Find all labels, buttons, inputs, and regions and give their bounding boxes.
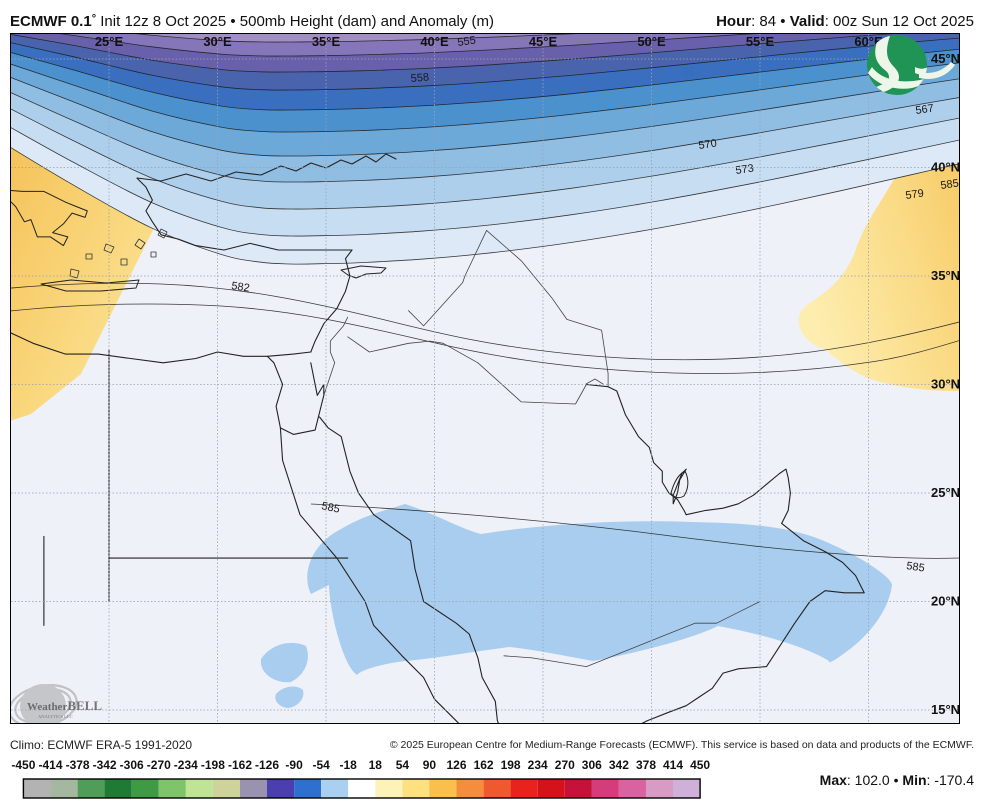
svg-text:567: 567 bbox=[915, 103, 935, 117]
svg-text:54: 54 bbox=[396, 759, 410, 772]
svg-text:-18: -18 bbox=[340, 759, 358, 772]
svg-text:234: 234 bbox=[528, 759, 548, 772]
svg-text:270: 270 bbox=[555, 759, 575, 772]
svg-text:40°E: 40°E bbox=[420, 34, 449, 49]
svg-text:WeatherBELL: WeatherBELL bbox=[27, 698, 102, 713]
svg-text:342: 342 bbox=[609, 759, 629, 772]
svg-text:25°E: 25°E bbox=[95, 34, 124, 49]
svg-text:-90: -90 bbox=[285, 759, 303, 772]
svg-text:585: 585 bbox=[940, 178, 959, 192]
svg-text:-54: -54 bbox=[313, 759, 331, 772]
svg-text:30°E: 30°E bbox=[203, 34, 232, 49]
svg-text:20°N: 20°N bbox=[931, 594, 959, 609]
svg-text:414: 414 bbox=[663, 759, 683, 772]
svg-text:40°N: 40°N bbox=[931, 160, 959, 175]
svg-text:-450: -450 bbox=[11, 759, 35, 772]
svg-text:-162: -162 bbox=[228, 759, 252, 772]
svg-text:45°N: 45°N bbox=[931, 51, 959, 66]
svg-text:198: 198 bbox=[501, 759, 521, 772]
svg-text:573: 573 bbox=[735, 163, 755, 177]
svg-text:50°E: 50°E bbox=[637, 34, 666, 49]
svg-text:582: 582 bbox=[231, 280, 251, 294]
svg-text:ANALYTICS LLC: ANALYTICS LLC bbox=[38, 714, 73, 719]
svg-text:30°N: 30°N bbox=[931, 377, 959, 392]
svg-text:450: 450 bbox=[690, 759, 710, 772]
svg-text:35°N: 35°N bbox=[931, 268, 959, 283]
svg-text:56: 56 bbox=[682, 66, 695, 79]
svg-text:378: 378 bbox=[636, 759, 656, 772]
svg-text:55°E: 55°E bbox=[746, 34, 775, 49]
svg-text:558: 558 bbox=[410, 71, 429, 85]
svg-text:35°E: 35°E bbox=[312, 34, 341, 49]
svg-text:-270: -270 bbox=[147, 759, 171, 772]
svg-text:555: 555 bbox=[457, 35, 477, 49]
svg-text:-234: -234 bbox=[174, 759, 198, 772]
svg-text:-198: -198 bbox=[201, 759, 225, 772]
svg-text:306: 306 bbox=[582, 759, 602, 772]
svg-text:-306: -306 bbox=[120, 759, 144, 772]
svg-text:90: 90 bbox=[423, 759, 437, 772]
svg-text:25°N: 25°N bbox=[931, 485, 959, 500]
svg-text:-126: -126 bbox=[255, 759, 279, 772]
svg-text:126: 126 bbox=[446, 759, 466, 772]
svg-text:585: 585 bbox=[320, 500, 340, 516]
svg-text:570: 570 bbox=[698, 138, 718, 152]
svg-text:585: 585 bbox=[906, 560, 926, 574]
svg-text:18: 18 bbox=[369, 759, 383, 772]
svg-text:45°E: 45°E bbox=[529, 34, 558, 49]
svg-text:-342: -342 bbox=[93, 759, 117, 772]
svg-text:-378: -378 bbox=[66, 759, 90, 772]
svg-text:162: 162 bbox=[474, 759, 494, 772]
svg-text:579: 579 bbox=[905, 188, 925, 202]
svg-text:-414: -414 bbox=[38, 759, 62, 772]
svg-text:15°N: 15°N bbox=[931, 702, 959, 717]
